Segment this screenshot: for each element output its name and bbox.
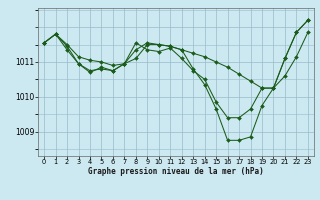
X-axis label: Graphe pression niveau de la mer (hPa): Graphe pression niveau de la mer (hPa) xyxy=(88,167,264,176)
